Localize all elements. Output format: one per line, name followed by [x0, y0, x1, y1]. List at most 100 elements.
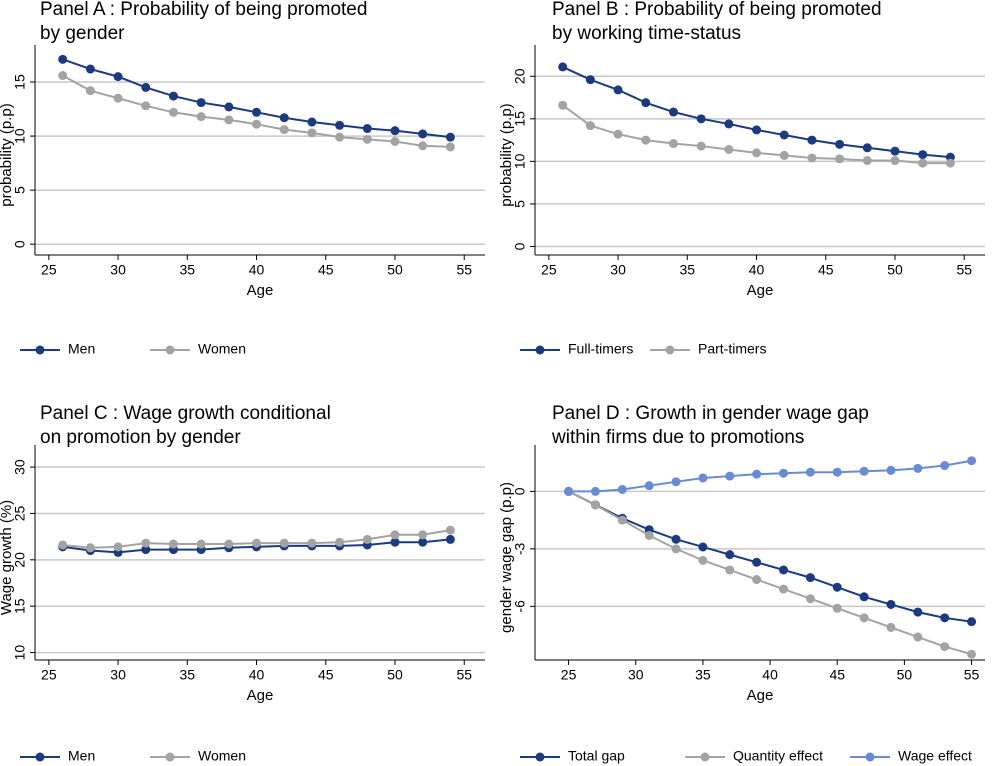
point: [779, 565, 789, 575]
point: [668, 139, 678, 149]
y-axis-label: probability (p.p): [0, 103, 15, 206]
x-tick-label: 50: [887, 262, 903, 278]
point: [141, 101, 151, 111]
legend-marker: [35, 752, 45, 762]
x-axis-label: Age: [747, 282, 774, 299]
y-tick-label: 5: [12, 186, 28, 194]
point: [252, 538, 262, 548]
point: [445, 525, 455, 535]
x-tick-label: 35: [695, 667, 711, 683]
point: [252, 107, 262, 117]
point: [859, 613, 869, 623]
point: [862, 143, 872, 153]
point: [445, 142, 455, 152]
y-axis-label: probability (p.p): [498, 103, 515, 206]
point: [362, 134, 372, 144]
point: [940, 613, 950, 623]
point: [617, 515, 627, 525]
x-tick-label: 55: [964, 667, 980, 683]
point: [613, 129, 623, 139]
point: [886, 622, 896, 632]
legend-marker: [165, 345, 175, 355]
x-tick-label: 45: [318, 667, 334, 683]
point: [307, 117, 317, 127]
legend-label: Men: [68, 341, 95, 357]
point: [252, 119, 262, 129]
point: [617, 484, 627, 494]
point: [58, 54, 68, 64]
x-axis-label: Age: [747, 687, 774, 704]
x-tick-label: 55: [456, 667, 472, 683]
series-line: [568, 490, 972, 623]
point: [832, 582, 842, 592]
point: [918, 158, 928, 168]
chart-title: Panel B : Probability of being promoted: [552, 0, 882, 20]
point: [418, 141, 428, 151]
point: [807, 153, 817, 163]
x-tick-label: 45: [829, 667, 845, 683]
x-tick-label: 30: [610, 262, 626, 278]
point: [113, 93, 123, 103]
point: [168, 539, 178, 549]
point: [940, 461, 950, 471]
x-axis-label: Age: [247, 282, 274, 299]
point: [585, 121, 595, 131]
point: [279, 125, 289, 135]
x-tick-label: 50: [387, 262, 403, 278]
point: [85, 543, 95, 553]
point: [335, 132, 345, 142]
y-axis-label: gender wage gap (p.p): [498, 482, 515, 633]
point: [644, 530, 654, 540]
point: [390, 530, 400, 540]
y-tick-label: -6: [512, 600, 528, 613]
point: [886, 599, 896, 609]
x-tick-label: 30: [110, 667, 126, 683]
point: [724, 119, 734, 129]
x-tick-label: 45: [818, 262, 834, 278]
point: [641, 135, 651, 145]
chart-title: by gender: [40, 23, 125, 44]
y-axis-label: Wage growth (%): [0, 500, 15, 615]
x-tick-label: 50: [387, 667, 403, 683]
chart-title: on promotion by gender: [40, 427, 241, 448]
y-tick-label: 25: [12, 505, 28, 521]
point: [805, 594, 815, 604]
x-tick-label: 55: [456, 262, 472, 278]
x-tick-label: 35: [180, 262, 196, 278]
x-tick-label: 25: [41, 667, 57, 683]
point: [698, 555, 708, 565]
chart-title: by working time-status: [552, 23, 741, 44]
point: [362, 534, 372, 544]
point: [168, 107, 178, 117]
y-tick-label: 0: [512, 242, 528, 250]
y-tick-label: 20: [512, 68, 528, 84]
legend-marker: [165, 752, 175, 762]
point: [913, 632, 923, 642]
point: [859, 592, 869, 602]
point: [418, 530, 428, 540]
point: [644, 481, 654, 491]
point: [564, 486, 574, 496]
y-tick-label: 10: [12, 645, 28, 661]
point: [698, 542, 708, 552]
point: [752, 148, 762, 158]
point: [279, 113, 289, 123]
legend-marker: [700, 752, 710, 762]
x-tick-label: 55: [956, 262, 972, 278]
legend-label: Wage effect: [898, 748, 972, 764]
point: [913, 607, 923, 617]
point: [113, 542, 123, 552]
x-tick-label: 40: [249, 262, 265, 278]
point: [590, 486, 600, 496]
point: [805, 467, 815, 477]
point: [224, 539, 234, 549]
legend-label: Part-timers: [698, 341, 766, 357]
y-tick-label: 10: [12, 128, 28, 144]
point: [445, 534, 455, 544]
point: [725, 471, 735, 481]
point: [779, 150, 789, 160]
y-tick-label: 0: [12, 240, 28, 248]
legend-marker: [665, 345, 675, 355]
legend-label: Women: [198, 748, 246, 764]
x-tick-label: 35: [180, 667, 196, 683]
